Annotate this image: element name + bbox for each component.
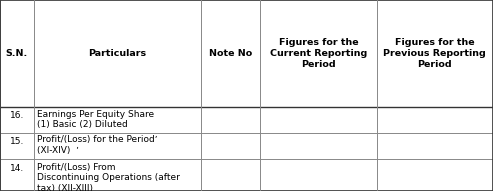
Text: 14.: 14. [10,164,24,173]
Text: Earnings Per Equity Share
(1) Basic (2) Diluted: Earnings Per Equity Share (1) Basic (2) … [37,109,155,129]
Text: Profit/(Loss) From
Discontinuing Operations (after
tax) (XII-XIII): Profit/(Loss) From Discontinuing Operati… [37,163,180,191]
Text: Profit/(Loss) for the Periodʼ
(XI-XIV)  ʼ: Profit/(Loss) for the Periodʼ (XI-XIV) ʼ [37,135,158,155]
Text: Figures for the
Current Reporting
Period: Figures for the Current Reporting Period [270,38,367,69]
Text: Note No: Note No [209,49,252,58]
Text: S.N.: S.N. [5,49,28,58]
Text: Particulars: Particulars [88,49,146,58]
Text: Figures for the
Previous Reporting
Period: Figures for the Previous Reporting Perio… [384,38,486,69]
Text: 15.: 15. [9,137,24,146]
Text: 16.: 16. [9,111,24,120]
